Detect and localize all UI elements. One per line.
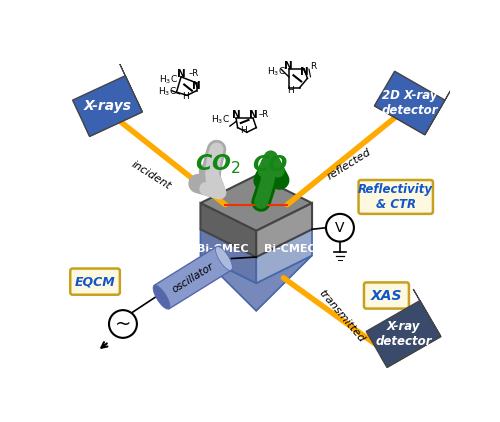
Circle shape xyxy=(326,214,354,242)
Polygon shape xyxy=(200,255,312,311)
Text: N: N xyxy=(300,67,308,77)
Polygon shape xyxy=(256,229,312,283)
FancyBboxPatch shape xyxy=(364,282,409,308)
Polygon shape xyxy=(216,246,232,271)
Polygon shape xyxy=(425,89,452,135)
Polygon shape xyxy=(120,64,142,112)
Text: N: N xyxy=(284,61,293,71)
Text: H: H xyxy=(240,126,247,135)
Polygon shape xyxy=(200,203,256,257)
Polygon shape xyxy=(153,285,170,309)
Text: –R: –R xyxy=(259,110,269,119)
FancyBboxPatch shape xyxy=(70,268,120,295)
Text: Reflectivity
& CTR: Reflectivity & CTR xyxy=(358,183,433,211)
Polygon shape xyxy=(72,76,142,136)
Text: ~: ~ xyxy=(115,314,131,333)
FancyBboxPatch shape xyxy=(358,180,433,214)
Text: oscillator: oscillator xyxy=(170,261,216,295)
Text: H: H xyxy=(287,86,294,95)
Text: CO$_2$: CO$_2$ xyxy=(194,153,240,176)
Text: N: N xyxy=(249,110,258,119)
Text: R: R xyxy=(310,62,316,70)
Polygon shape xyxy=(380,325,441,368)
Text: Bi-CMEC: Bi-CMEC xyxy=(264,244,316,254)
Polygon shape xyxy=(374,71,445,135)
Text: H: H xyxy=(182,92,189,101)
Text: EQCM: EQCM xyxy=(74,275,116,288)
Text: XAS: XAS xyxy=(370,289,402,303)
Text: N: N xyxy=(176,69,186,79)
Text: V: V xyxy=(335,221,344,235)
Text: H$_3$C: H$_3$C xyxy=(267,66,286,78)
Polygon shape xyxy=(200,202,312,257)
Polygon shape xyxy=(256,203,312,257)
Text: transmitted: transmitted xyxy=(316,288,366,344)
Polygon shape xyxy=(200,229,256,283)
Text: CO: CO xyxy=(252,154,288,175)
Text: incident: incident xyxy=(130,159,173,192)
Polygon shape xyxy=(200,176,312,231)
Text: X-rays: X-rays xyxy=(84,99,132,113)
Text: N: N xyxy=(232,110,240,119)
Text: reflected: reflected xyxy=(326,146,373,181)
Polygon shape xyxy=(366,300,441,368)
Polygon shape xyxy=(154,246,232,309)
Text: –R: –R xyxy=(188,69,198,78)
Text: 2D X-ray
detector: 2D X-ray detector xyxy=(382,89,438,117)
Text: N: N xyxy=(192,81,201,91)
Text: X-ray
detector: X-ray detector xyxy=(375,320,432,348)
Text: H$_3$C: H$_3$C xyxy=(158,86,176,98)
Polygon shape xyxy=(413,289,441,337)
Polygon shape xyxy=(374,95,431,135)
Text: H$_3$C: H$_3$C xyxy=(159,74,178,86)
Text: Bi-CMEC: Bi-CMEC xyxy=(197,244,248,254)
Polygon shape xyxy=(84,100,142,136)
Text: H$_3$C: H$_3$C xyxy=(211,114,230,126)
Circle shape xyxy=(109,310,137,338)
